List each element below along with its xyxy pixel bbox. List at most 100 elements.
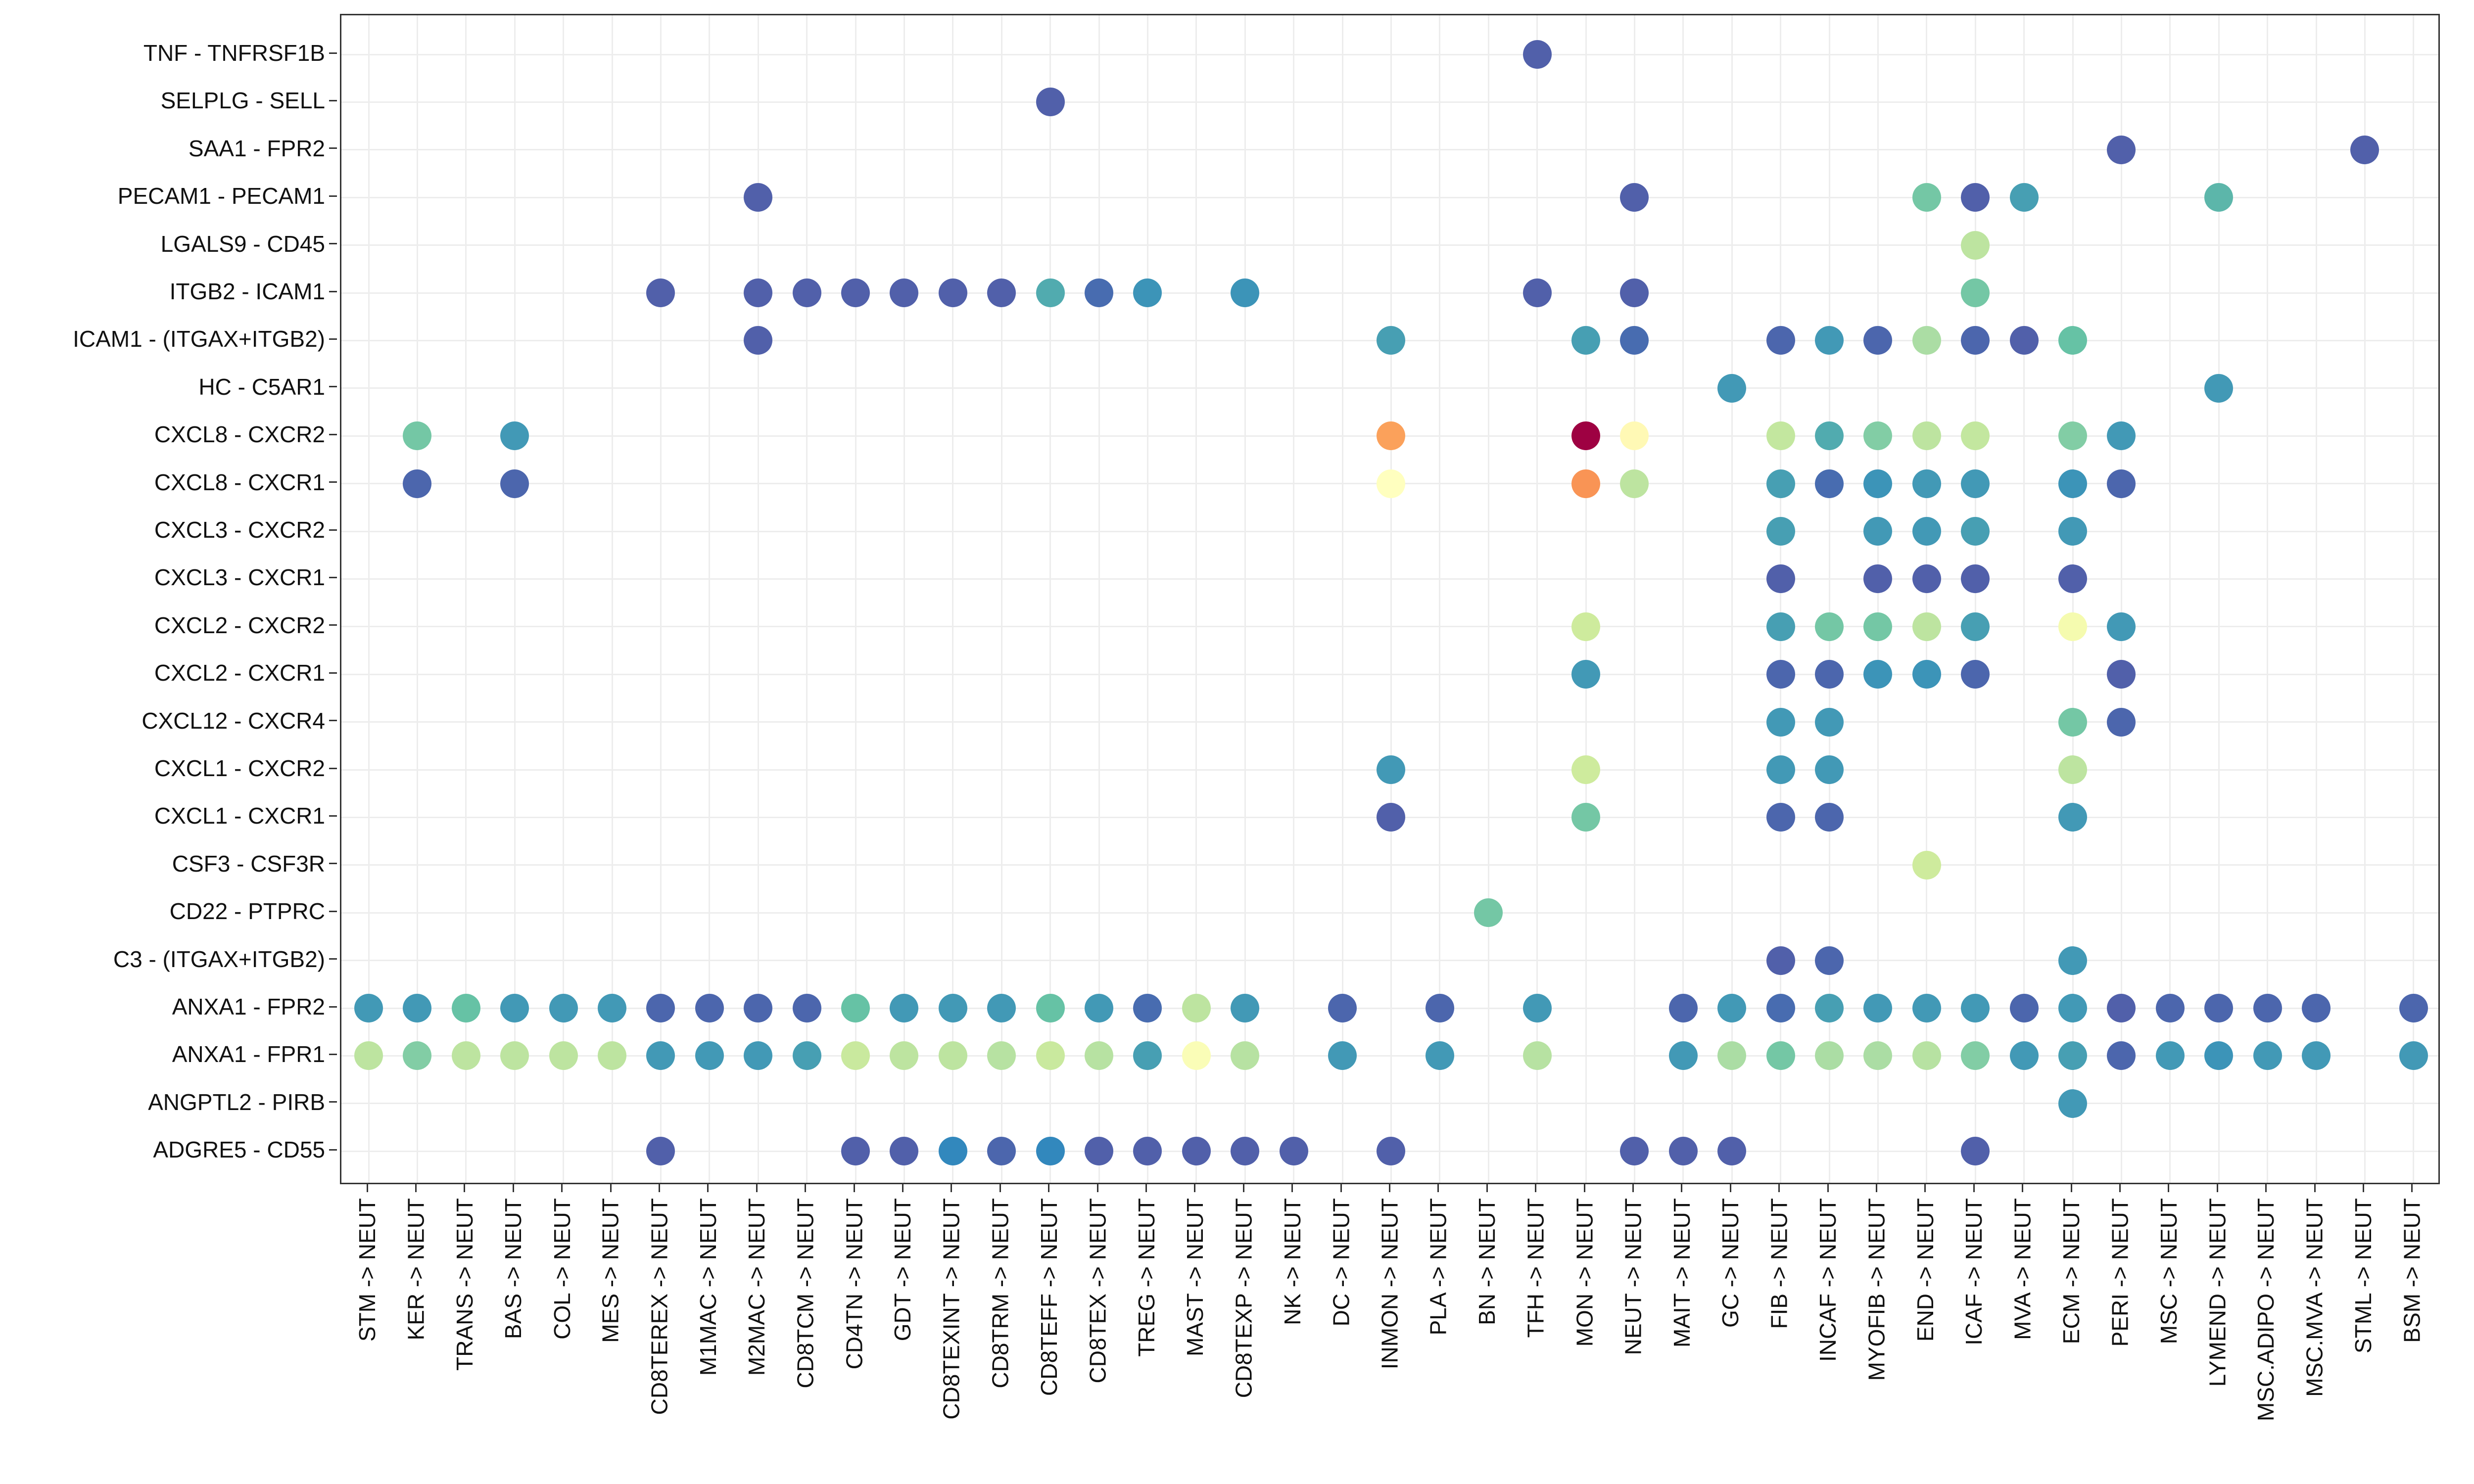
x-axis-tick xyxy=(1973,1184,1975,1192)
y-axis-tick xyxy=(329,767,337,769)
x-axis-label: BN -> NEUT xyxy=(1474,1198,1500,1325)
communication-dot xyxy=(1133,278,1162,307)
communication-dot xyxy=(1571,803,1600,832)
x-axis-tick xyxy=(1632,1184,1634,1192)
x-axis-label: DC -> NEUT xyxy=(1328,1198,1354,1327)
communication-dot xyxy=(2058,1089,2087,1118)
communication-dot xyxy=(1766,612,1795,641)
x-axis-tick xyxy=(1291,1184,1293,1192)
x-axis-label: M1MAC -> NEUT xyxy=(695,1198,721,1376)
y-axis-label: LGALS9 - CD45 xyxy=(160,231,325,257)
communication-dot xyxy=(1961,564,1990,594)
y-axis-tick xyxy=(329,815,337,817)
grid-line-horizontal xyxy=(341,244,2438,246)
communication-dot xyxy=(1522,278,1552,307)
communication-dot xyxy=(1717,1137,1747,1166)
communication-dot xyxy=(1231,1137,1260,1166)
communication-dot xyxy=(1912,612,1941,641)
communication-dot xyxy=(1766,517,1795,546)
grid-line-horizontal xyxy=(341,1055,2438,1057)
communication-dot xyxy=(1620,421,1649,451)
x-axis-label: MSC.MVA -> NEUT xyxy=(2302,1198,2328,1397)
communication-dot xyxy=(1863,612,1893,641)
grid-line-vertical xyxy=(2023,15,2025,1183)
communication-dot xyxy=(987,278,1016,307)
x-axis-tick xyxy=(707,1184,709,1192)
communication-dot xyxy=(1668,1137,1698,1166)
grid-line-vertical xyxy=(1244,15,1246,1183)
communication-dot xyxy=(1717,1041,1747,1070)
x-axis-label: MES -> NEUT xyxy=(598,1198,623,1343)
x-axis-label: NEUT -> NEUT xyxy=(1620,1198,1646,1355)
x-axis-label: TFH -> NEUT xyxy=(1522,1198,1549,1338)
x-axis-tick xyxy=(1242,1184,1244,1192)
communication-dot xyxy=(403,421,432,451)
communication-dot xyxy=(1961,612,1990,641)
communication-dot xyxy=(1377,326,1406,355)
x-axis-tick xyxy=(1048,1184,1050,1192)
communication-dot xyxy=(1085,994,1113,1022)
communication-dot xyxy=(1863,469,1893,498)
communication-dot xyxy=(1668,1041,1698,1070)
communication-dot xyxy=(1571,660,1600,689)
x-axis-label: TREG -> NEUT xyxy=(1133,1198,1159,1357)
communication-dot xyxy=(1815,660,1844,689)
communication-dot xyxy=(1863,517,1893,546)
communication-dot xyxy=(2009,326,2039,355)
grid-line-vertical xyxy=(1000,15,1002,1183)
x-axis-tick xyxy=(1145,1184,1147,1192)
communication-dot xyxy=(598,1041,626,1070)
communication-dot xyxy=(1522,40,1552,69)
communication-dot xyxy=(2155,994,2185,1022)
communication-dot xyxy=(841,1137,870,1166)
x-axis-label: M2MAC -> NEUT xyxy=(744,1198,770,1376)
x-axis-tick xyxy=(2168,1184,2170,1192)
x-axis-label: FIB -> NEUT xyxy=(1766,1198,1792,1329)
x-axis-tick xyxy=(2362,1184,2364,1192)
grid-line-vertical xyxy=(1633,15,1635,1183)
communication-dot xyxy=(1766,707,1795,737)
y-axis-label: CD22 - PTPRC xyxy=(169,898,325,925)
y-axis-tick xyxy=(329,338,337,340)
communication-dot xyxy=(1961,660,1990,689)
grid-line-horizontal xyxy=(341,292,2438,294)
communication-dot xyxy=(1231,278,1260,307)
communication-dot xyxy=(1133,994,1162,1022)
communication-dot xyxy=(1912,326,1941,355)
grid-line-vertical xyxy=(1146,15,1148,1183)
y-axis-label: CXCL8 - CXCR1 xyxy=(154,469,325,495)
communication-dot xyxy=(1863,1041,1893,1070)
x-axis-label: MAST -> NEUT xyxy=(1182,1198,1208,1356)
communication-dot xyxy=(938,278,967,307)
communication-dot xyxy=(500,1041,529,1070)
y-axis-tick xyxy=(329,958,337,960)
communication-dot xyxy=(1961,469,1990,498)
communication-dot xyxy=(1620,1137,1649,1166)
y-axis-tick xyxy=(329,481,337,483)
x-axis-tick xyxy=(1681,1184,1683,1192)
y-axis-tick xyxy=(329,910,337,912)
grid-line-vertical xyxy=(1536,15,1538,1183)
communication-dot xyxy=(841,994,870,1022)
y-axis-tick xyxy=(329,195,337,197)
communication-dot xyxy=(2009,1041,2039,1070)
y-axis-label: CXCL2 - CXCR2 xyxy=(154,612,325,638)
x-axis-label: KER -> NEUT xyxy=(403,1198,429,1341)
communication-dot xyxy=(2253,994,2282,1022)
communication-dot xyxy=(1912,850,1941,880)
communication-dot xyxy=(1036,994,1065,1022)
x-axis-label: STML -> NEUT xyxy=(2350,1198,2377,1353)
grid-line-vertical xyxy=(1049,15,1051,1183)
communication-dot xyxy=(1961,1137,1990,1166)
x-axis-label: MVA -> NEUT xyxy=(2009,1198,2036,1340)
communication-dot xyxy=(1133,1041,1162,1070)
y-axis-label: ANGPTL2 - PIRB xyxy=(148,1089,325,1115)
communication-dot xyxy=(1133,1137,1162,1166)
grid-line-horizontal xyxy=(341,912,2438,914)
grid-line-vertical xyxy=(1195,15,1197,1183)
y-axis-tick xyxy=(329,1101,337,1103)
communication-dot xyxy=(1425,994,1454,1022)
communication-dot xyxy=(1328,994,1357,1022)
grid-line-horizontal xyxy=(341,864,2438,866)
x-axis-label: CD8TEREX -> NEUT xyxy=(646,1198,672,1415)
